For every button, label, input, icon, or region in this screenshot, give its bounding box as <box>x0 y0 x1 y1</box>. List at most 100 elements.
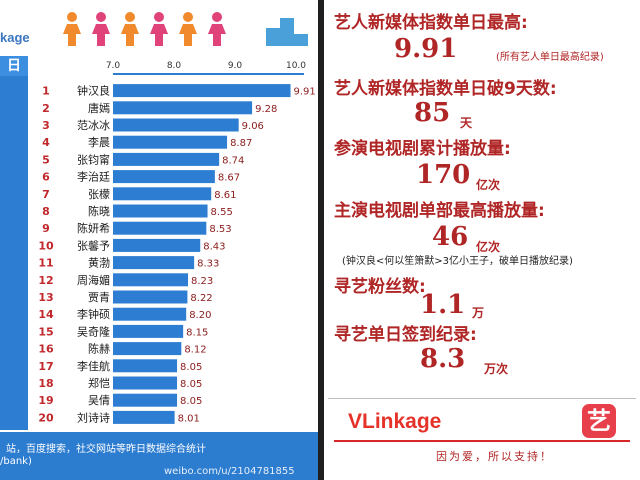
category-label: 李晨 <box>88 135 110 149</box>
category-label: 张馨予 <box>77 238 110 252</box>
rank-number: 9 <box>42 222 50 235</box>
stat6-label: 寻艺单日签到纪录: <box>334 325 477 345</box>
person-icon <box>92 12 110 46</box>
bar <box>113 135 228 149</box>
x-tick-label: 10.0 <box>286 61 306 71</box>
category-label: 李钟硕 <box>77 307 110 321</box>
value-label: 8.23 <box>191 276 213 287</box>
category-label: 贾青 <box>88 291 110 304</box>
value-label: 8.61 <box>214 190 236 201</box>
category-label: 陈妍希 <box>77 221 110 235</box>
footer-text-2: /bank) <box>0 456 32 467</box>
bar <box>113 118 239 132</box>
category-label: 李治廷 <box>77 170 110 184</box>
ranking-chart-panel: kage 日 7.0 8.0 9.0 10.0 1 钟汉良 9.91 2 唐嫣 9.28 3 范冰冰 9… <box>0 0 318 480</box>
bar <box>113 187 212 201</box>
category-label: 张钧甯 <box>77 152 110 166</box>
stat3-label: 参演电视剧累计播放量: <box>334 139 511 159</box>
divider-line <box>328 398 636 399</box>
value-label: 8.12 <box>184 345 206 356</box>
value-label: 8.33 <box>197 259 219 270</box>
side-bar-decoration <box>0 58 28 430</box>
bar <box>113 170 215 184</box>
stat1-label: 艺人新媒体指数单日最高: <box>334 13 528 33</box>
category-label: 钟汉良 <box>77 84 110 98</box>
brand-logo-fragment: kage <box>0 30 30 45</box>
bar <box>113 256 195 270</box>
bar <box>113 238 201 252</box>
person-icon <box>63 12 81 46</box>
bar <box>113 221 207 235</box>
category-label: 李佳航 <box>77 359 110 373</box>
x-tick-label: 7.0 <box>106 61 121 71</box>
rank-number: 16 <box>38 343 54 356</box>
value-label: 8.74 <box>222 155 244 166</box>
stat4-unit: 亿次 <box>476 240 501 254</box>
value-label: 8.87 <box>230 138 252 149</box>
footer-text-1: 站，百度搜索，社交网站等昨日数据综合统计 <box>6 444 206 455</box>
rank-number: 8 <box>42 205 50 218</box>
rank-number: 10 <box>38 239 54 252</box>
bar <box>113 376 178 390</box>
bar <box>113 393 178 407</box>
value-label: 9.91 <box>294 87 316 98</box>
value-label: 8.05 <box>180 396 202 407</box>
category-label: 张檬 <box>88 188 110 201</box>
footer-watermark: weibo.com/u/2104781855 <box>164 466 295 477</box>
side-header: 日 <box>0 56 28 76</box>
slogan: 因为爱，所以支持！ <box>436 450 553 463</box>
rank-number: 13 <box>38 291 53 304</box>
rank-number: 5 <box>42 153 50 166</box>
vlinkage-logo: VLinkage <box>348 410 442 433</box>
person-icon <box>208 12 226 46</box>
stat1-note: (所有艺人单日最高纪录) <box>496 52 604 63</box>
ranking-bar-chart: 7.0 8.0 9.0 10.0 1 钟汉良 9.91 2 唐嫣 9.28 3 范冰冰 9.06 4 李晨 8… <box>38 61 316 424</box>
value-label: 8.53 <box>209 224 231 235</box>
bar <box>113 84 291 98</box>
red-divider-line <box>334 440 630 442</box>
value-label: 9.06 <box>242 121 264 132</box>
bar <box>113 290 188 304</box>
bar <box>113 307 187 321</box>
stats-panel: 艺人新媒体指数单日最高: 9.91 (所有艺人单日最高纪录) 艺人新媒体指数单日… <box>324 0 640 480</box>
value-label: 8.01 <box>178 413 200 424</box>
x-tick-label: 8.0 <box>167 61 182 71</box>
rank-number: 14 <box>38 308 54 321</box>
rank-number: 6 <box>42 171 50 184</box>
stat2-label: 艺人新媒体指数单日破9天数: <box>334 79 557 99</box>
stat2-value: 85 <box>414 98 451 128</box>
category-label: 唐嫣 <box>88 101 110 115</box>
value-label: 8.20 <box>189 310 211 321</box>
person-icon <box>150 12 168 46</box>
value-label: 8.55 <box>211 207 233 218</box>
panel-divider <box>318 0 324 480</box>
bar <box>113 101 253 115</box>
rank-number: 4 <box>42 136 50 149</box>
rank-number: 15 <box>38 325 53 338</box>
rank-number: 11 <box>38 257 53 270</box>
value-label: 8.05 <box>180 379 202 390</box>
bar <box>113 324 184 338</box>
category-label: 陈赫 <box>88 342 110 356</box>
stat4-value: 46 <box>432 222 469 252</box>
category-label: 吴奇隆 <box>77 324 110 338</box>
rank-number: 17 <box>38 360 53 373</box>
stat6-value: 8.3 <box>420 344 466 374</box>
x-tick-label: 9.0 <box>228 61 243 71</box>
stat5-label: 寻艺粉丝数: <box>334 277 426 297</box>
stat3-value: 170 <box>416 160 471 190</box>
person-icon <box>121 12 139 46</box>
category-label: 刘诗诗 <box>77 410 110 424</box>
bar <box>113 152 220 166</box>
category-label: 郑恺 <box>88 376 110 390</box>
stat3-unit: 亿次 <box>476 178 501 192</box>
person-icon <box>179 12 197 46</box>
rank-number: 12 <box>38 274 53 287</box>
value-label: 8.43 <box>203 241 225 252</box>
value-label: 8.67 <box>218 173 240 184</box>
rank-number: 1 <box>42 85 50 98</box>
stat5-unit: 万 <box>472 306 485 320</box>
stat5-value: 1.1 <box>420 290 466 320</box>
rank-number: 18 <box>38 377 53 390</box>
rank-number: 7 <box>42 188 50 201</box>
